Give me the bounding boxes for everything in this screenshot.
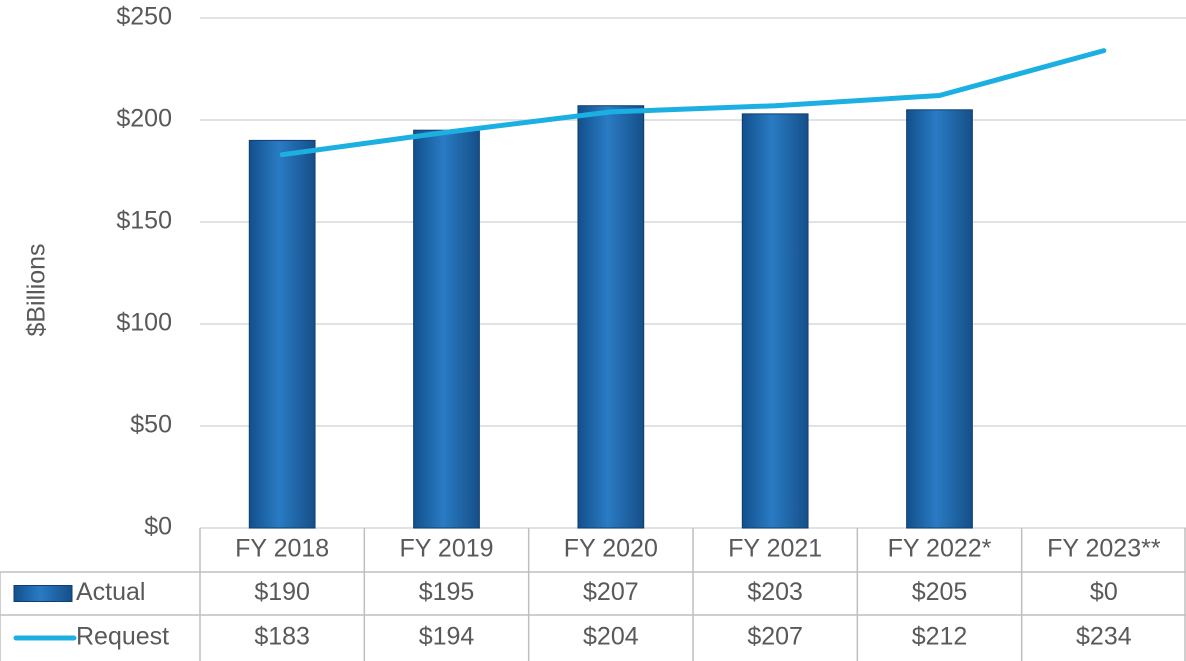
x-tick-label: FY 2018	[235, 535, 329, 563]
data-label: $0	[1090, 578, 1118, 606]
x-tick-label: FY 2022*	[888, 535, 992, 563]
y-tick-label: $200	[116, 105, 172, 133]
data-label: $194	[419, 623, 475, 651]
data-label: $190	[254, 578, 310, 606]
bar	[906, 109, 973, 529]
data-label: $203	[747, 578, 803, 606]
line	[279, 48, 1107, 158]
y-tick-label: $250	[116, 3, 172, 31]
data-label: $195	[419, 578, 475, 606]
data-label: $234	[1076, 623, 1132, 651]
data-label: $183	[254, 623, 310, 651]
x-tick-label: FY 2021	[728, 535, 822, 563]
legend-label: Actual	[76, 578, 145, 606]
y-tick-label: $150	[116, 207, 172, 235]
y-tick-label: $100	[116, 309, 172, 337]
data-label: $207	[583, 578, 639, 606]
data-label: $205	[912, 578, 968, 606]
data-label: $204	[583, 623, 639, 651]
bar	[741, 113, 809, 529]
y-tick-label: $50	[130, 411, 172, 439]
data-label: $212	[912, 623, 968, 651]
legend-label: Request	[76, 623, 169, 651]
y-tick-label: $0	[144, 513, 172, 541]
x-tick-label: FY 2023**	[1047, 535, 1161, 563]
bar	[577, 105, 645, 529]
y-axis-title: $Billions	[23, 243, 51, 336]
bar	[413, 129, 480, 529]
x-tick-label: FY 2020	[564, 535, 658, 563]
legend-key	[13, 585, 73, 602]
bar	[248, 139, 316, 529]
x-tick-label: FY 2019	[399, 535, 493, 563]
data-label: $207	[747, 623, 803, 651]
